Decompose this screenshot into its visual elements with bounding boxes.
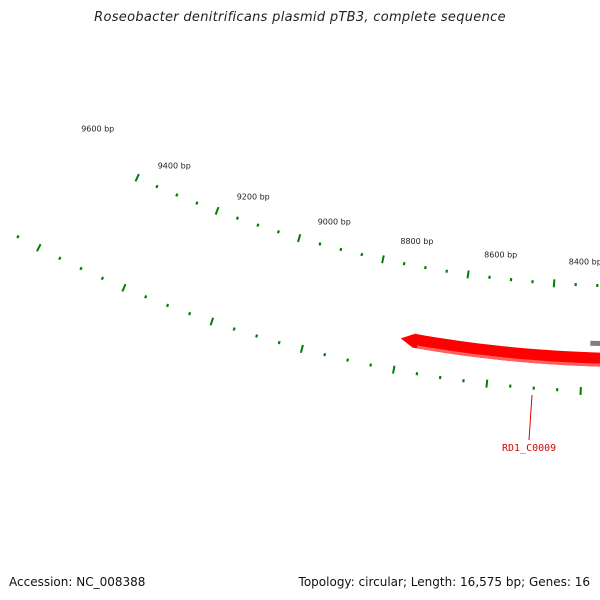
outer-major-tick (134, 173, 140, 182)
inner-minor-tick (277, 340, 281, 345)
outer-minor-tick (235, 216, 239, 220)
plasmid-backbone (590, 340, 600, 347)
outer-minor-tick (339, 247, 343, 252)
outer-minor-tick (155, 184, 159, 189)
topology-text: Topology: circular; Length: 16,575 bp; G… (298, 575, 590, 589)
outer-minor-tick (318, 242, 322, 246)
inner-minor-tick (144, 295, 148, 299)
outer-minor-tick (276, 230, 280, 234)
scale-labels: 9600 bp 9400 bp 9200 bp 9000 bp 8800 bp 8600 … (81, 125, 600, 267)
inner-minor-tick (79, 266, 83, 271)
inner-minor-tick (166, 303, 170, 308)
outer-minor-tick (195, 201, 199, 205)
scale-label: 8400 bp (569, 258, 600, 267)
scale-label: 8600 bp (484, 250, 517, 259)
inner-minor-tick (58, 256, 62, 261)
outer-minor-tick (424, 265, 427, 270)
inner-major-tick (299, 344, 304, 353)
gene-arrow-highlight (416, 345, 600, 367)
gene-label-leader (528, 394, 533, 441)
inner-minor-tick (16, 234, 20, 239)
outer-major-tick (381, 255, 385, 264)
outer-minor-tick (175, 193, 179, 197)
inner-minor-tick (188, 311, 192, 316)
outer-scale-ticks (134, 173, 599, 288)
outer-minor-tick (360, 252, 364, 257)
scale-label: 9200 bp (237, 192, 270, 201)
inner-major-tick (121, 283, 127, 292)
map-title: Roseobacter denitrificans plasmid pTB3, … (94, 10, 506, 25)
inner-major-tick (485, 379, 489, 388)
inner-scale-ticks (16, 234, 582, 395)
inner-major-tick (209, 317, 215, 326)
inner-minor-tick (346, 358, 350, 362)
outer-minor-tick (402, 261, 406, 266)
inner-minor-tick (323, 352, 327, 357)
scale-label: 8800 bp (400, 237, 433, 246)
outer-major-tick (297, 233, 302, 243)
inner-minor-tick (255, 334, 259, 338)
outer-major-tick (552, 279, 556, 288)
outer-major-tick (466, 270, 470, 279)
gene-label[interactable]: RD1_C0009 (502, 443, 556, 454)
inner-minor-tick (232, 327, 236, 331)
inner-minor-tick (100, 276, 105, 281)
inner-minor-tick (415, 372, 419, 376)
scale-label: 9400 bp (158, 161, 191, 170)
gene-arrow-rd1-c0009[interactable] (400, 333, 600, 367)
scale-label: 9600 bp (81, 125, 114, 134)
inner-minor-tick (369, 363, 373, 367)
inner-major-tick (36, 243, 42, 252)
scale-label: 9000 bp (318, 218, 351, 227)
outer-minor-tick (256, 223, 260, 227)
accession-text: Accession: NC_008388 (9, 575, 146, 589)
outer-major-tick (214, 206, 220, 215)
inner-major-tick (392, 365, 396, 374)
